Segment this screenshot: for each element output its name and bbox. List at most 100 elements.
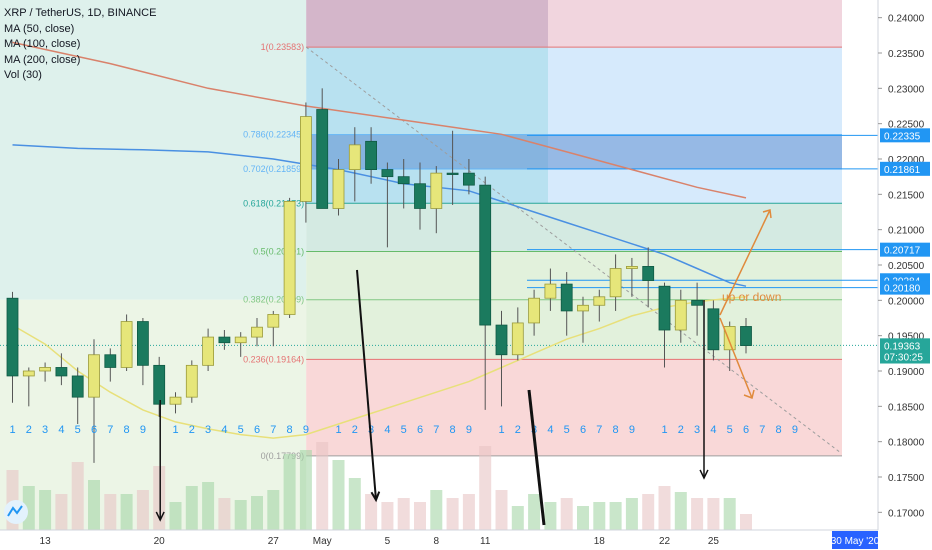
legend-ma100: MA (100, close) <box>4 38 81 50</box>
volume-bar <box>609 502 622 530</box>
price-tick-label: 0.22500 <box>888 120 925 131</box>
price-tick-label: 0.17500 <box>888 473 925 484</box>
price-tick-label: 0.22000 <box>888 155 925 166</box>
candle <box>299 102 312 223</box>
time-tick-label: 11 <box>480 536 491 547</box>
candle-body <box>642 266 655 281</box>
volume-bar <box>136 490 149 530</box>
candle <box>626 257 638 297</box>
candle <box>22 367 35 407</box>
legend-ma50: MA (50, close) <box>4 22 75 35</box>
candle <box>120 314 133 371</box>
fib-level-label: 1(0.23583) <box>261 42 305 52</box>
candle-body <box>251 326 263 338</box>
price-badge-label: 0.22335 <box>884 131 921 142</box>
ma200-line <box>12 41 747 199</box>
candle-body <box>348 144 361 171</box>
wave-count-label: 5 <box>75 424 81 436</box>
candle-body <box>332 169 345 209</box>
candle-body <box>397 176 410 185</box>
candle-body <box>511 322 524 356</box>
volume-bar <box>560 498 573 530</box>
candle <box>104 348 117 382</box>
volume-bar <box>495 490 508 530</box>
candle <box>446 130 459 205</box>
candle-body <box>299 116 312 202</box>
candle-body <box>202 336 215 366</box>
price-badge-label: 0.21861 <box>884 165 921 176</box>
fib-level-label: 0.5(0.20691) <box>253 247 304 257</box>
wave-count-label: 3 <box>694 424 700 436</box>
zone-blue-left <box>306 47 548 204</box>
volume-bar <box>283 454 296 530</box>
price-badge <box>880 161 930 176</box>
wave-count-label: 5 <box>564 424 570 436</box>
candle-body <box>283 200 296 315</box>
candle <box>218 330 231 350</box>
candle-body <box>136 321 149 366</box>
volume-bar <box>381 502 394 530</box>
time-tick-label: 8 <box>434 536 440 547</box>
candle <box>544 268 557 311</box>
legend-ma200: MA (200, close) <box>4 53 81 66</box>
candle <box>55 353 68 386</box>
volume-bar <box>169 502 182 530</box>
arrow-down-4-head <box>699 469 709 480</box>
volume-bar <box>348 478 361 530</box>
zone-blue-right <box>548 47 842 204</box>
candle-body <box>414 183 426 209</box>
volume-bar <box>723 498 736 530</box>
volume-bar <box>55 494 68 530</box>
arrow-line-3 <box>527 389 546 526</box>
wave-count-label: 4 <box>547 424 553 436</box>
price-badge-label: 0.20180 <box>884 284 921 295</box>
candle <box>234 332 247 357</box>
volume-bar <box>707 498 720 530</box>
candle <box>397 159 410 209</box>
volume-bar <box>234 500 247 530</box>
volume-bar <box>332 460 345 530</box>
candle-body <box>22 370 35 377</box>
candle-body <box>479 184 492 326</box>
zone-top-pink <box>548 0 842 48</box>
date-badge <box>832 531 878 549</box>
wave-count-label: 7 <box>107 424 113 436</box>
wave-count-label: 8 <box>450 424 456 436</box>
zone-fib-236-0 <box>306 359 842 456</box>
candle-body <box>185 364 198 398</box>
price-badge <box>880 280 930 295</box>
candle <box>88 339 100 463</box>
wave-count-label: 7 <box>270 424 276 436</box>
candle-body <box>55 367 68 377</box>
wave-count-label: 4 <box>58 424 64 436</box>
arrow-down-2-head <box>370 491 381 503</box>
wave-count-label: 8 <box>124 424 130 436</box>
candle-body <box>593 296 606 306</box>
time-tick-label: May <box>313 536 332 547</box>
volume-bar <box>511 506 524 530</box>
volume-bar <box>577 506 589 530</box>
candle <box>707 300 720 361</box>
wave-count-label: 1 <box>9 424 15 436</box>
price-badge <box>880 242 930 257</box>
price-badge-label: 07:30:25 <box>884 353 923 364</box>
wave-count-label: 9 <box>466 424 472 436</box>
volume-bar <box>446 498 459 530</box>
candle <box>723 321 736 371</box>
candle <box>642 247 655 308</box>
candle-body <box>626 266 638 269</box>
volume-bar <box>593 502 606 530</box>
candle-body <box>153 364 166 405</box>
wave-count-label: 6 <box>91 424 97 436</box>
volume-bar <box>528 494 541 530</box>
wave-count-label: 4 <box>710 424 716 436</box>
fib-level-label: 0.702(0.21859) <box>243 164 304 174</box>
candle-body <box>71 375 84 398</box>
volume-bar <box>462 494 475 530</box>
candle <box>609 254 622 311</box>
candle <box>381 162 394 248</box>
wave-count-label: 6 <box>743 424 749 436</box>
time-tick-label: 27 <box>268 536 280 547</box>
